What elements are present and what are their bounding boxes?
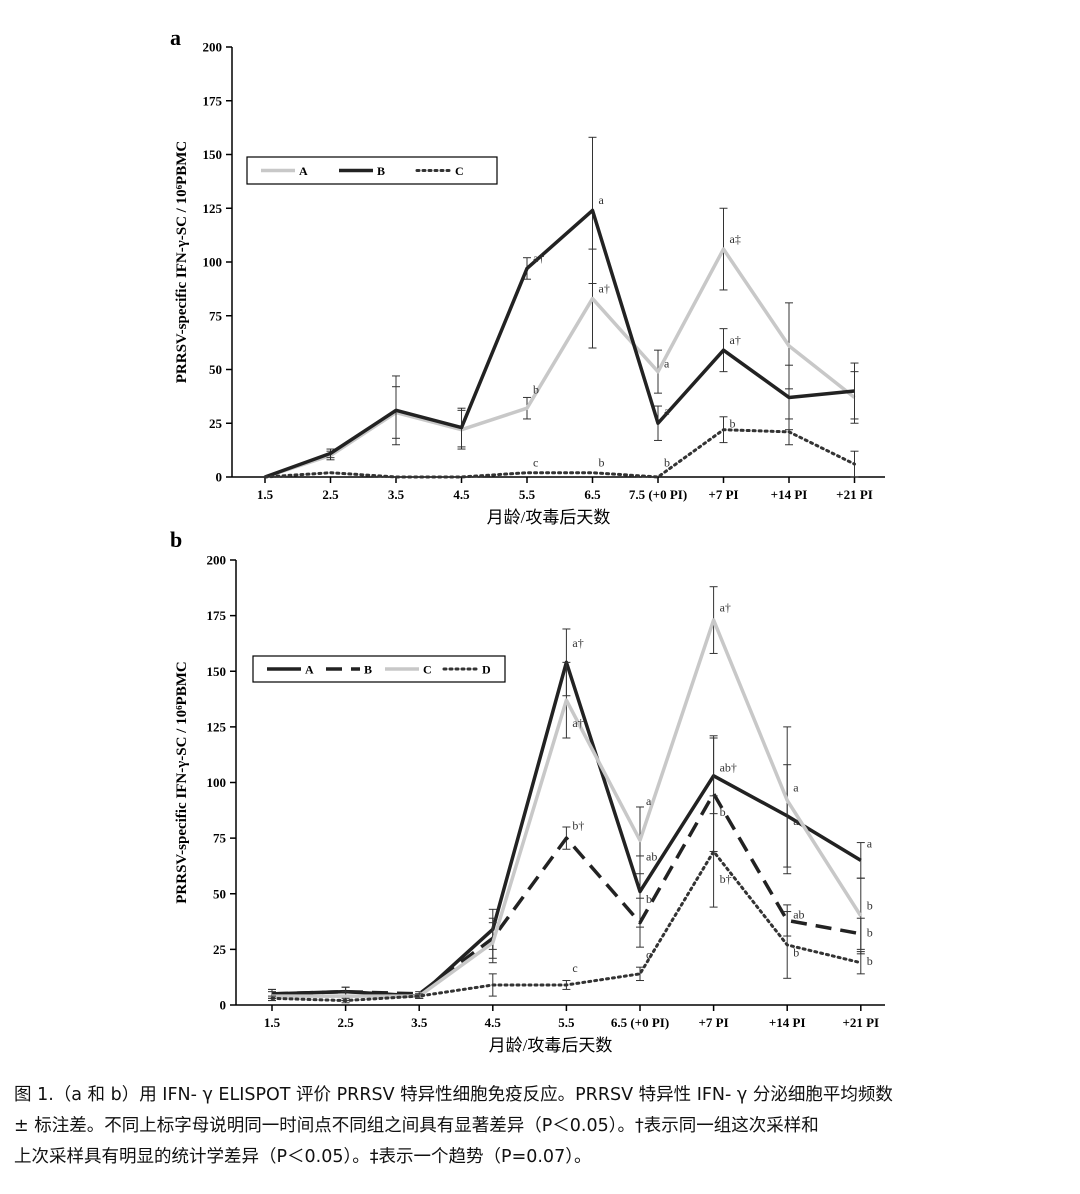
significance-label: b: [533, 382, 539, 396]
significance-label: a: [867, 836, 873, 850]
significance-label: ab: [793, 907, 804, 921]
series-c: [263, 416, 859, 479]
x-tick-label: 1.5: [264, 1015, 281, 1030]
figure-caption: 图 1.（a 和 b）用 IFN- γ ELISPOT 评价 PRRSV 特异性…: [14, 1080, 1066, 1173]
significance-label: a†: [599, 281, 610, 295]
significance-label: b†: [720, 872, 732, 886]
significance-label: ab†: [720, 761, 737, 775]
y-tick-label: 75: [213, 831, 227, 846]
y-tick-label: 50: [213, 886, 226, 901]
y-axis-label: PRRSV-specific IFN-γ-SC / 10⁶PBMC: [174, 661, 190, 903]
y-tick-label: 150: [207, 664, 227, 679]
x-tick-label: 3.5: [411, 1015, 428, 1030]
y-tick-label: 150: [203, 147, 223, 162]
significance-label: a†: [533, 251, 544, 265]
series-line-c: [263, 428, 856, 479]
x-tick-label: +21 PI: [836, 487, 873, 502]
legend-label-b: B: [377, 164, 385, 178]
legend-label-c: C: [423, 663, 432, 677]
significance-label: b: [867, 925, 873, 939]
significance-label: c: [572, 961, 577, 975]
significance-label: b: [793, 945, 799, 959]
significance-label: b: [867, 954, 873, 968]
significance-label: b†: [572, 818, 584, 832]
y-tick-label: 25: [209, 416, 223, 431]
x-axis-label: 月龄/攻毒后天数: [489, 1036, 613, 1055]
series-line-a: [264, 247, 856, 479]
significance-label: c: [646, 948, 651, 962]
significance-label: b: [720, 805, 726, 819]
x-tick-label: 5.5: [558, 1015, 575, 1030]
significance-label: a†: [720, 600, 731, 614]
legend-label-d: D: [482, 663, 491, 677]
significance-label: b: [730, 417, 736, 431]
legend: A B C: [246, 156, 498, 185]
x-tick-label: 7.5 (+0 PI): [629, 487, 687, 502]
significance-label: b: [646, 892, 652, 906]
x-axis-label: 月龄/攻毒后天数: [487, 508, 611, 527]
significance-label: a: [664, 404, 670, 418]
x-tick-label: 4.5: [485, 1015, 502, 1030]
panel-label: b: [170, 527, 182, 552]
significance-label: a: [599, 193, 605, 207]
y-tick-label: 175: [207, 608, 227, 623]
y-tick-label: 125: [203, 201, 223, 216]
y-tick-label: 200: [203, 40, 223, 55]
x-tick-label: 2.5: [322, 487, 339, 502]
y-tick-label: 200: [207, 553, 227, 568]
y-tick-label: 100: [207, 775, 227, 790]
y-tick-label: 25: [213, 942, 227, 957]
y-tick-label: 50: [209, 362, 222, 377]
y-tick-label: 75: [209, 308, 223, 323]
series-d: [268, 795, 865, 1004]
x-tick-label: +7 PI: [708, 487, 738, 502]
x-tick-label: +7 PI: [699, 1015, 729, 1030]
caption-line-3: 上次采样具有明显的统计学差异（P＜0.05）。‡表示一个趋势（P=0.07）。: [14, 1147, 592, 1167]
chart-panel-a: a 0 25 50 75 100 125 150 175 200 1.5 2.5 3.5 4.5 5.5 6.…: [170, 25, 885, 527]
x-tick-label: +21 PI: [842, 1015, 879, 1030]
significance-label: a‡: [730, 232, 741, 246]
significance-label: a†: [572, 716, 583, 730]
x-tick-label: +14 PI: [771, 487, 808, 502]
significance-label: a: [664, 357, 670, 371]
y-tick-label: 125: [207, 719, 227, 734]
series-b: [264, 136, 859, 479]
caption-line-1: 图 1.（a 和 b）用 IFN- γ ELISPOT 评价 PRRSV 特异性…: [14, 1085, 893, 1105]
significance-label: b: [664, 455, 670, 469]
series-line-b: [271, 791, 862, 996]
chart-panel-b: b 0 25 50 75 100 125 150 175 200 1.5 2.5 3.5 4.5 5.5 6.…: [170, 527, 885, 1055]
significance-label: a†: [730, 333, 741, 347]
significance-label: a: [793, 814, 799, 828]
caption-line-2: ± 标注差。不同上标字母说明同一时间点不同组之间具有显著差异（P＜0.05）。†…: [14, 1116, 819, 1136]
x-tick-label: 4.5: [453, 487, 470, 502]
legend-label-c: C: [455, 164, 464, 178]
significance-label: b: [599, 455, 605, 469]
series-line-b: [264, 208, 855, 479]
significance-label: b: [867, 899, 873, 913]
significance-label: c: [533, 455, 538, 469]
x-tick-label: 6.5: [584, 487, 601, 502]
y-tick-label: 0: [220, 998, 227, 1013]
significance-label: a†: [572, 636, 583, 650]
x-tick-label: 1.5: [257, 487, 274, 502]
significance-label: a: [793, 781, 799, 795]
series-line-d: [270, 849, 863, 1003]
legend-label-b: B: [364, 663, 372, 677]
x-tick-label: 6.5 (+0 PI): [611, 1015, 669, 1030]
legend-label-a: A: [305, 663, 314, 677]
significance-label: a: [646, 794, 652, 808]
y-tick-label: 175: [203, 93, 223, 108]
panel-label: a: [170, 25, 181, 50]
x-tick-label: 2.5: [337, 1015, 354, 1030]
x-tick-label: +14 PI: [769, 1015, 806, 1030]
x-tick-label: 3.5: [388, 487, 405, 502]
y-tick-label: 100: [203, 255, 223, 270]
legend: A B C D: [252, 655, 506, 683]
y-tick-label: 0: [216, 470, 223, 485]
x-tick-label: 5.5: [519, 487, 536, 502]
y-axis-label: PRRSV-specific IFN-γ-SC / 10⁶PBMC: [174, 141, 190, 383]
significance-label: ab: [646, 850, 657, 864]
legend-label-a: A: [299, 164, 308, 178]
